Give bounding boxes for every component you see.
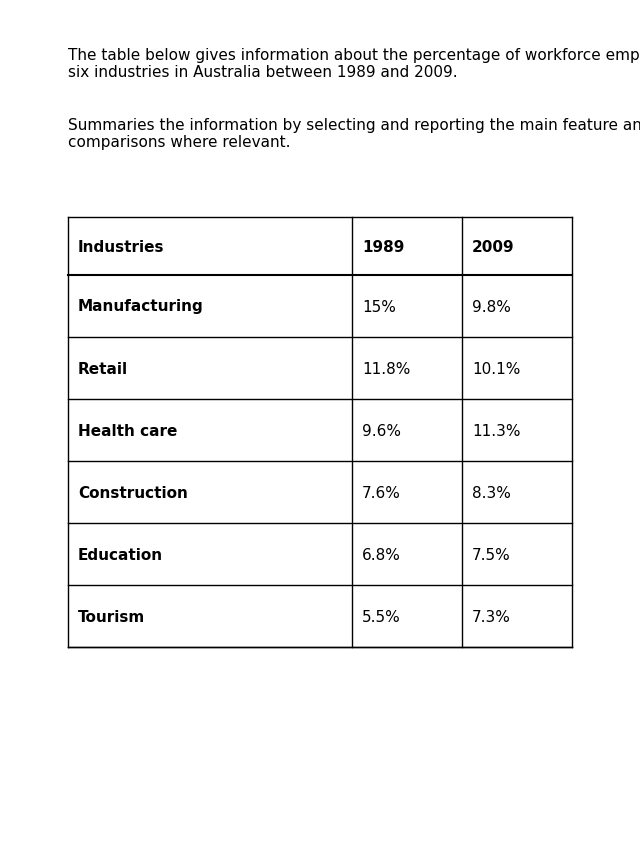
Text: 7.3%: 7.3%: [472, 609, 511, 624]
Text: 1989: 1989: [362, 239, 404, 254]
Text: Health care: Health care: [78, 423, 177, 438]
Text: 7.6%: 7.6%: [362, 485, 401, 500]
Text: 5.5%: 5.5%: [362, 609, 401, 624]
Text: 15%: 15%: [362, 299, 396, 314]
Text: 6.8%: 6.8%: [362, 547, 401, 561]
Text: Retail: Retail: [78, 361, 128, 376]
Text: 2009: 2009: [472, 239, 515, 254]
Text: The table below gives information about the percentage of workforce employed in
: The table below gives information about …: [68, 48, 640, 80]
Text: 9.6%: 9.6%: [362, 423, 401, 438]
Text: 8.3%: 8.3%: [472, 485, 511, 500]
Text: 7.5%: 7.5%: [472, 547, 511, 561]
Text: Manufacturing: Manufacturing: [78, 299, 204, 314]
Text: Tourism: Tourism: [78, 609, 145, 624]
Text: Summaries the information by selecting and reporting the main feature and make
c: Summaries the information by selecting a…: [68, 118, 640, 150]
Text: Construction: Construction: [78, 485, 188, 500]
Text: 11.8%: 11.8%: [362, 361, 410, 376]
Text: 10.1%: 10.1%: [472, 361, 520, 376]
Text: 11.3%: 11.3%: [472, 423, 520, 438]
Text: Industries: Industries: [78, 239, 164, 254]
Text: 9.8%: 9.8%: [472, 299, 511, 314]
Text: Education: Education: [78, 547, 163, 561]
